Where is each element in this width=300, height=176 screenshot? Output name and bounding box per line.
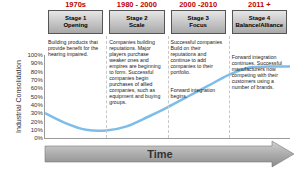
html-text:Stage 2: Stage 2 bbox=[126, 15, 148, 21]
svg-text:50%: 50% bbox=[31, 94, 44, 100]
svg-text:40%: 40% bbox=[31, 102, 44, 108]
svg-text:0%: 0% bbox=[34, 135, 43, 141]
html-text:2011 +: 2011 + bbox=[248, 0, 271, 9]
html-text:Stage 1: Stage 1 bbox=[65, 15, 87, 21]
html-text:Opening: Opening bbox=[63, 22, 88, 28]
svg-text:20%: 20% bbox=[31, 119, 44, 125]
svg-text:80%: 80% bbox=[31, 69, 44, 75]
html-text:1970s: 1970s bbox=[65, 0, 86, 9]
html-text:1980 - 2000: 1980 - 2000 bbox=[116, 0, 157, 9]
html-text:Stage 4: Stage 4 bbox=[248, 15, 270, 21]
svg-text:Time: Time bbox=[147, 148, 172, 160]
html-text:Forward integration continues.: Forward integration continues. Successfu… bbox=[231, 54, 282, 90]
html-text:Scale: Scale bbox=[129, 22, 145, 28]
svg-text:Industrial Consolidation: Industrial Consolidation bbox=[15, 60, 22, 133]
html-text:Balance/Alliance: Balance/Alliance bbox=[235, 22, 284, 28]
html-text:Building products that provide: Building products that provide benefit f… bbox=[48, 39, 99, 57]
svg-text:60%: 60% bbox=[31, 85, 44, 91]
svg-text:100%: 100% bbox=[27, 52, 43, 58]
svg-text:10%: 10% bbox=[31, 127, 44, 133]
svg-text:90%: 90% bbox=[31, 60, 44, 66]
svg-text:70%: 70% bbox=[31, 77, 44, 83]
html-text:Successful companies Build on: Successful companies Build on their repu… bbox=[170, 39, 223, 75]
html-text:Stage 3: Stage 3 bbox=[187, 15, 209, 21]
html-text:Focus: Focus bbox=[189, 22, 207, 28]
svg-text:30%: 30% bbox=[31, 110, 44, 116]
html-text:Companies building reputations: Companies building reputations. Major pl… bbox=[109, 39, 161, 105]
html-text:2000 -2010: 2000 -2010 bbox=[179, 0, 218, 9]
html-text:Forward integration begins.: Forward integration begins. bbox=[170, 87, 216, 99]
